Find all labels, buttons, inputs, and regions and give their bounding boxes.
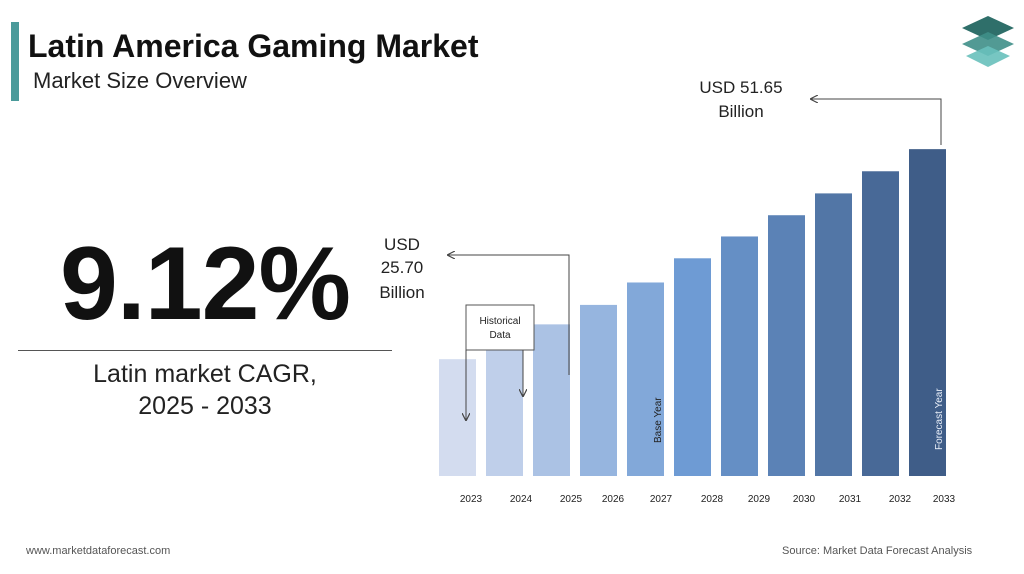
bar-2027 bbox=[627, 282, 664, 476]
cagr-divider bbox=[18, 350, 392, 351]
bar-2033 bbox=[909, 149, 946, 476]
bar-2028 bbox=[674, 258, 711, 476]
cagr-label-line1: Latin market CAGR, bbox=[93, 360, 317, 388]
cagr-value: 9.12% bbox=[60, 226, 351, 342]
base-year-label: Base Year bbox=[653, 397, 664, 443]
x-tick-label-2033: 2033 bbox=[933, 494, 956, 505]
end-value-arrow bbox=[811, 99, 942, 145]
bar-2024 bbox=[486, 335, 523, 476]
bar-2023 bbox=[439, 359, 476, 476]
x-tick-label-2023: 2023 bbox=[460, 494, 483, 505]
bar-2030 bbox=[768, 215, 805, 476]
start-value-line1: USD bbox=[384, 235, 420, 254]
start-value-arrow bbox=[448, 255, 570, 375]
end-value-line1: USD 51.65 bbox=[699, 78, 782, 97]
bar-2026 bbox=[580, 304, 617, 476]
page-title: Latin America Gaming Market bbox=[28, 28, 479, 64]
bar-2025 bbox=[533, 324, 570, 476]
x-tick-labels: 2023 2024 2025 2026 2027 2028 2029 2030 2031 2032… bbox=[460, 494, 956, 505]
x-tick-label-2027: 2027 bbox=[650, 494, 673, 505]
x-tick-label-2032: 2032 bbox=[889, 494, 912, 505]
page-subtitle: Market Size Overview bbox=[33, 68, 247, 93]
historical-data-box bbox=[465, 304, 535, 351]
start-value-line3: Billion bbox=[379, 283, 424, 302]
x-tick-label-2025: 2025 bbox=[560, 494, 583, 505]
start-value-line2: 25.70 bbox=[381, 258, 424, 277]
bar-2032 bbox=[862, 171, 899, 476]
x-tick-label-2024: 2024 bbox=[510, 494, 533, 505]
x-tick-label-2030: 2030 bbox=[793, 494, 816, 505]
layers-logo-icon bbox=[962, 16, 1014, 67]
end-value-line2: Billion bbox=[718, 102, 763, 121]
title-accent-bar bbox=[11, 22, 19, 101]
cagr-label-line2: 2025 - 2033 bbox=[138, 392, 272, 420]
x-tick-label-2029: 2029 bbox=[748, 494, 771, 505]
historical-label-line1: Historical bbox=[479, 316, 520, 327]
bar-2031 bbox=[815, 193, 852, 476]
x-tick-label-2028: 2028 bbox=[701, 494, 724, 505]
footer-website: www.marketdataforecast.com bbox=[26, 545, 171, 557]
x-tick-label-2026: 2026 bbox=[602, 494, 625, 505]
forecast-year-label: Forecast Year bbox=[934, 388, 945, 450]
x-tick-label-2031: 2031 bbox=[839, 494, 862, 505]
bar-2029 bbox=[721, 236, 758, 476]
historical-label-line2: Data bbox=[489, 330, 511, 341]
footer-source: Source: Market Data Forecast Analysis bbox=[782, 545, 973, 557]
bar-group bbox=[439, 149, 946, 476]
cagr-label: Latin market CAGR, 2025 - 2033 bbox=[0, 358, 410, 422]
